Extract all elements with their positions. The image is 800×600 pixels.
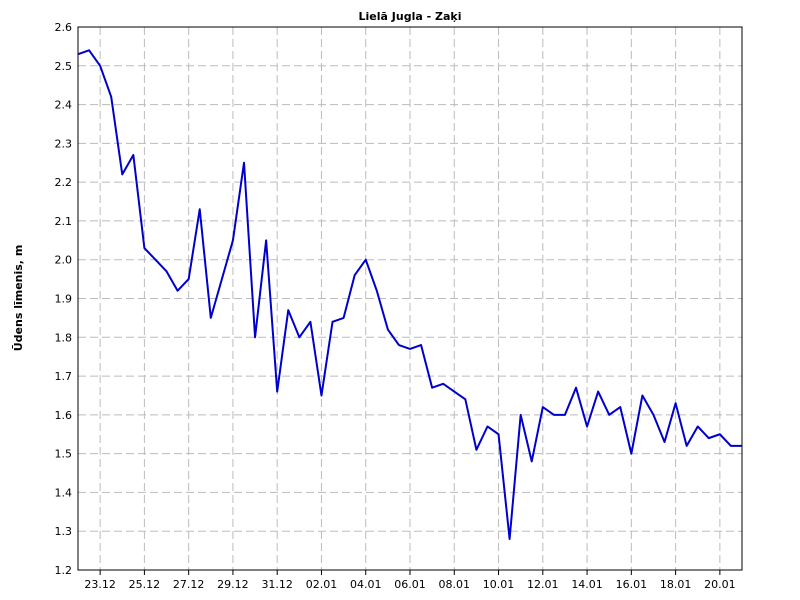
x-tick-label: 04.01 xyxy=(350,578,382,591)
y-axis-label: Ūdens līmenis, m xyxy=(12,245,25,352)
x-tick-label: 29.12 xyxy=(217,578,249,591)
y-tick-label: 1.7 xyxy=(55,370,73,383)
y-tick-label: 1.4 xyxy=(55,486,73,499)
y-tick-label: 1.5 xyxy=(55,448,73,461)
y-tick-label: 2.2 xyxy=(55,176,73,189)
x-tick-label: 14.01 xyxy=(571,578,603,591)
x-tick-label: 25.12 xyxy=(129,578,161,591)
y-tick-label: 1.9 xyxy=(55,293,73,306)
y-tick-label: 2.1 xyxy=(55,215,73,228)
x-tick-label: 02.01 xyxy=(306,578,338,591)
x-tick-label: 23.12 xyxy=(84,578,116,591)
y-tick-label: 2.0 xyxy=(55,254,73,267)
x-tick-label: 16.01 xyxy=(616,578,648,591)
x-tick-label: 27.12 xyxy=(173,578,205,591)
x-tick-label: 06.01 xyxy=(394,578,426,591)
y-tick-label: 2.5 xyxy=(55,60,73,73)
plot-border xyxy=(77,26,743,571)
x-tick-label: 18.01 xyxy=(660,578,692,591)
y-tick-label: 1.6 xyxy=(55,409,73,422)
y-tick-label: 2.6 xyxy=(55,21,73,34)
data-line xyxy=(77,49,742,540)
x-tick-label: 12.01 xyxy=(527,578,559,591)
x-tick-label: 20.01 xyxy=(704,578,736,591)
chart-title: Lielā Jugla - Zaķi xyxy=(359,10,462,23)
y-tick-label: 2.4 xyxy=(55,99,73,112)
y-tick-label: 2.3 xyxy=(55,137,73,150)
y-tick-label: 1.2 xyxy=(55,564,73,577)
x-tick-label: 10.01 xyxy=(483,578,515,591)
y-tick-label: 1.8 xyxy=(55,331,73,344)
y-tick-label: 1.3 xyxy=(55,525,73,538)
x-tick-label: 08.01 xyxy=(439,578,471,591)
x-tick-label: 31.12 xyxy=(261,578,293,591)
